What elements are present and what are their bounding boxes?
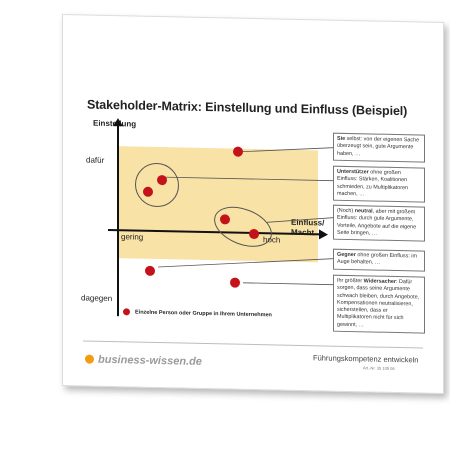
stakeholder-supporter-dot [143,186,153,197]
legend-dot-icon [123,308,130,316]
note-adversary: Ihr größter Widersacher: Dafür sorgen, d… [333,274,425,334]
stakeholder-neutral-dot [249,228,259,240]
brand-dot-icon [85,354,94,364]
note-opponent: Gegner ohne großen Einfluss: im Auge beh… [333,248,425,272]
stakeholder-opponent-dot [145,265,155,276]
brand-name: business-wissen.de [98,353,202,368]
note-self: Sie selbst: von der eigenen Sache überze… [333,132,425,163]
stakeholder-supporter-dot [157,174,167,186]
article-number: Art.-Nr. 35 105 06 [363,365,395,371]
note-supporter: Unterstützer ohne großen Einfluss: Stärk… [333,165,425,203]
stakeholder-self-dot [233,146,243,157]
document-page: Stakeholder-Matrix: Einstellung und Einf… [62,14,444,395]
brand-logo: business-wissen.de [85,353,202,368]
stakeholder-adversary-dot [230,277,240,288]
stakeholder-neutral-dot [220,214,230,225]
connector-lines [157,147,334,286]
note-neutral: (Noch) neutral, aber mit großem Einfluss… [333,204,425,242]
